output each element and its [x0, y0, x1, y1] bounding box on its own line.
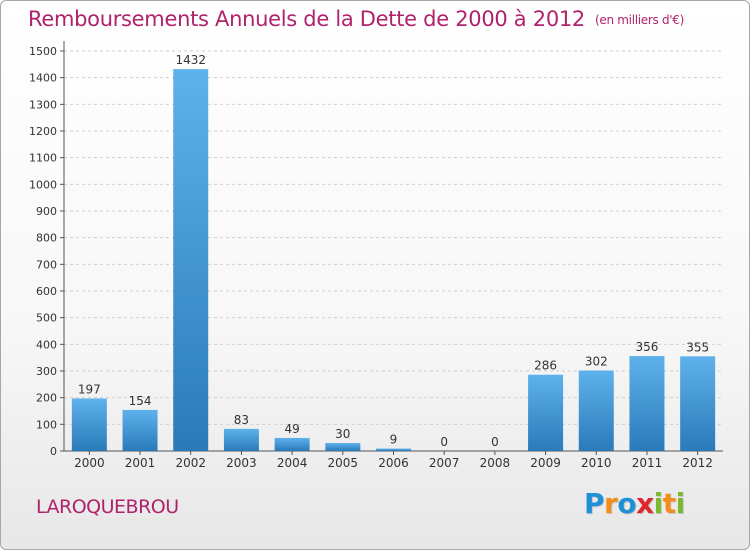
x-tick-label: 2006 — [378, 456, 409, 470]
axes: 0100200300400500600700800900100011001200… — [29, 41, 723, 458]
data-label: 197 — [78, 382, 101, 396]
x-tick-label: 2007 — [429, 456, 460, 470]
y-tick-label: 100 — [36, 418, 57, 431]
unit-label: (en milliers d'€) — [595, 13, 685, 27]
x-tick-label: 2004 — [277, 456, 308, 470]
grid-lines — [64, 50, 723, 425]
data-label: 286 — [534, 359, 557, 373]
logo-letter: i — [675, 487, 686, 520]
x-tick-label: 2002 — [175, 456, 206, 470]
chart-title-text: Remboursements Annuels de la Dette de 20… — [28, 7, 585, 31]
y-tick-label: 500 — [36, 312, 57, 325]
x-tick-label: 2009 — [530, 456, 561, 470]
bar — [680, 356, 716, 451]
logo-letter: r — [604, 487, 618, 520]
bar — [528, 374, 564, 451]
data-label: 0 — [440, 435, 448, 449]
chart-title: Remboursements Annuels de la Dette de 20… — [28, 7, 684, 31]
y-tick-label: 300 — [36, 365, 57, 378]
data-label: 83 — [234, 413, 249, 427]
y-tick-label: 1400 — [29, 72, 57, 85]
bar — [71, 398, 107, 451]
data-label: 154 — [129, 394, 152, 408]
logo-letter: t — [662, 487, 676, 520]
y-tick-label: 700 — [36, 258, 57, 271]
y-tick-label: 0 — [50, 445, 57, 458]
bar — [173, 69, 209, 451]
logo-letter: i — [653, 487, 664, 520]
y-tick-label: 1500 — [29, 45, 57, 58]
bar — [122, 409, 158, 451]
logo-letter: o — [617, 487, 637, 520]
commune-name: LAROQUEBROU — [36, 496, 179, 518]
data-label: 356 — [636, 340, 659, 354]
data-label: 0 — [491, 435, 499, 449]
y-tick-label: 1300 — [29, 98, 57, 111]
data-label: 49 — [284, 422, 299, 436]
x-tick-label: 2011 — [632, 456, 663, 470]
logo-letter: P — [584, 487, 605, 520]
y-tick-label: 800 — [36, 232, 57, 245]
data-label: 9 — [390, 433, 398, 447]
bar — [629, 356, 665, 451]
x-tick-label: 2005 — [328, 456, 359, 470]
y-tick-label: 1100 — [29, 152, 57, 165]
bar — [274, 437, 310, 451]
x-tick-label: 2008 — [480, 456, 511, 470]
y-tick-label: 900 — [36, 205, 57, 218]
data-label: 1432 — [175, 53, 206, 67]
x-tick-label: 2010 — [581, 456, 612, 470]
proxiti-logo: Proxiti — [584, 487, 685, 520]
logo-letter: x — [636, 487, 654, 520]
bar — [578, 370, 614, 451]
bar — [376, 448, 411, 451]
bar — [223, 428, 259, 451]
y-tick-label: 1200 — [29, 125, 57, 138]
data-label: 30 — [335, 427, 350, 441]
y-tick-label: 1000 — [29, 178, 57, 191]
x-tick-label: 2012 — [682, 456, 713, 470]
x-tick-label: 2003 — [226, 456, 257, 470]
data-label: 302 — [585, 354, 608, 368]
y-tick-label: 600 — [36, 285, 57, 298]
labels: 197 2000 154 2001 1432 2002 83 2003 49 2004 30 2005… — [74, 53, 713, 470]
data-label: 355 — [686, 340, 709, 354]
x-tick-label: 2000 — [74, 456, 105, 470]
bars — [71, 69, 716, 451]
y-tick-label: 200 — [36, 392, 57, 405]
x-tick-label: 2001 — [125, 456, 156, 470]
y-tick-label: 400 — [36, 338, 57, 351]
bar — [325, 443, 361, 451]
